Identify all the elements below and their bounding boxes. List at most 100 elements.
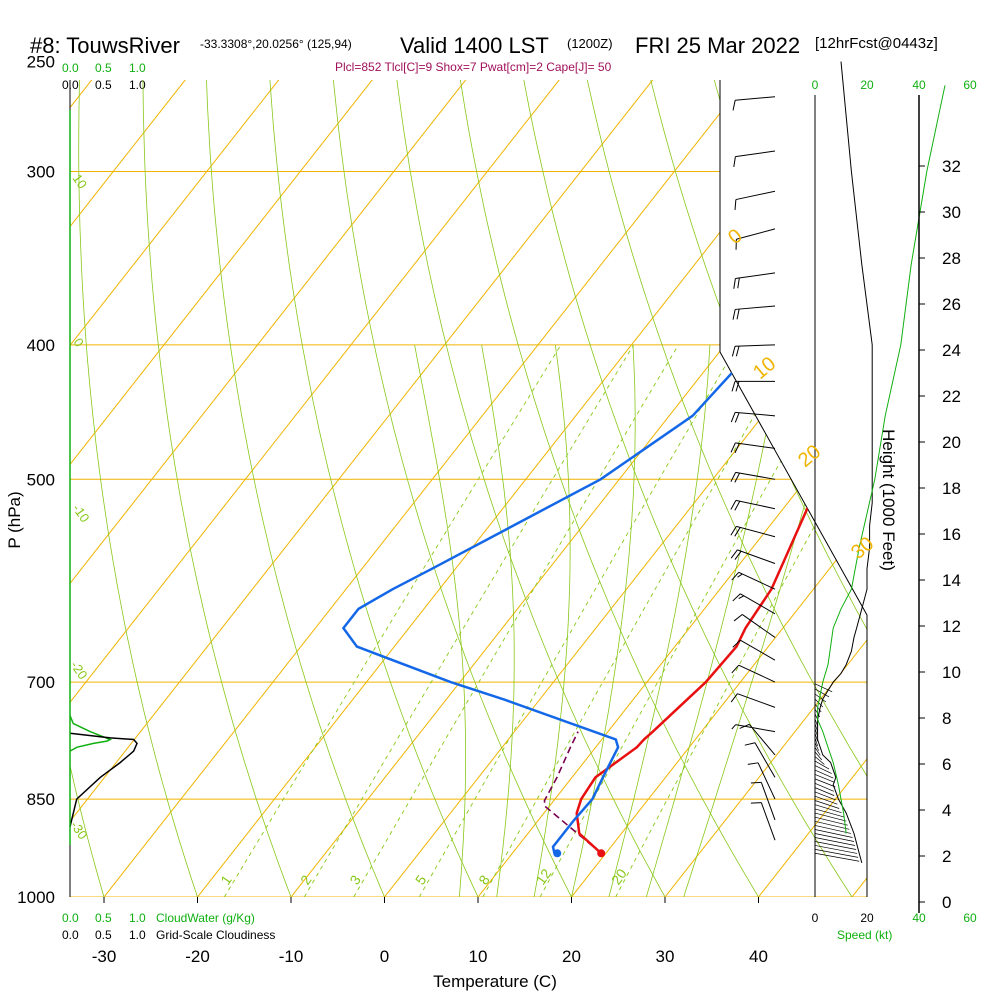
wind-barb-flag xyxy=(734,472,740,483)
wind-barb-flag xyxy=(733,278,736,289)
temp-tick-10: 10 xyxy=(469,947,488,966)
isotherm-line xyxy=(0,62,13,897)
wind-barb-flag xyxy=(734,412,740,423)
wind-barb-staff xyxy=(736,525,776,538)
bot-cw-tick-1: 0.5 xyxy=(95,911,112,925)
wind-barb-flag xyxy=(750,781,762,784)
wind-barb-flag xyxy=(739,723,750,729)
mixing-ratio-label: 5 xyxy=(412,872,430,888)
pressure-tick-1000: 1000 xyxy=(17,888,55,907)
height-tick-10: 10 xyxy=(942,663,961,682)
wind-barb-staff xyxy=(735,499,776,510)
plot-frame xyxy=(719,80,868,897)
wind-hatch xyxy=(814,693,827,703)
temp-tick--30: -30 xyxy=(92,947,117,966)
wind-barb-staff xyxy=(735,150,776,158)
wind-barb-flag xyxy=(734,500,741,511)
wind-barb-flag xyxy=(730,472,737,482)
dry-adiabat-line xyxy=(583,80,867,897)
wind-speed-line xyxy=(817,61,873,864)
bot-speed-tick-1: 20 xyxy=(860,911,874,925)
isotherm-label: 10 xyxy=(749,353,780,384)
wind-hatch xyxy=(814,829,853,838)
wind-speed-scale-top: 0 20 40 60 xyxy=(812,78,977,92)
wind-barb-flag xyxy=(733,156,736,168)
indices-line: Plcl=852 Tlcl[C]=9 Shox=7 Pwat[cm]=2 Cap… xyxy=(335,60,612,74)
station-title: #8: TouwsRiver xyxy=(30,33,180,58)
isotherm-line xyxy=(664,80,867,897)
wind-hatch xyxy=(814,769,834,779)
moist-adiabat-line xyxy=(414,344,466,897)
height-tick-12: 12 xyxy=(942,617,961,636)
surface-dewpoint-marker xyxy=(553,849,562,858)
wind-barb-staff xyxy=(760,802,776,841)
mixing-ratio-line xyxy=(303,344,634,897)
bot-speed-tick-2: 40 xyxy=(912,911,926,925)
height-tick-6: 6 xyxy=(942,755,951,774)
wind-hatch xyxy=(814,849,859,858)
pressure-tick-300: 300 xyxy=(27,162,55,181)
wind-barb-staff xyxy=(735,442,776,449)
height-tick-8: 8 xyxy=(942,709,951,728)
height-tick-14: 14 xyxy=(942,571,961,590)
bot-speed-tick-3: 60 xyxy=(963,911,977,925)
wind-hatch xyxy=(814,812,847,822)
dry-adiabat-line xyxy=(394,80,666,897)
surface-temperature-marker xyxy=(597,849,606,858)
wind-hatch xyxy=(814,782,834,792)
wind-barb-staff xyxy=(735,724,776,733)
height-tick-0: 0 xyxy=(942,893,951,912)
top-speed-tick-3: 60 xyxy=(963,78,977,92)
height-tick-32: 32 xyxy=(942,157,961,176)
pressure-axis-label: P (hPa) xyxy=(5,491,24,548)
dry-adiabat-line xyxy=(457,80,759,897)
station-location: -33.3308°,20.0256° (125,94) xyxy=(200,37,352,51)
height-tick-24: 24 xyxy=(942,341,961,360)
moist-adiabat-line xyxy=(645,344,783,897)
top-cl-tick-1: 0.5 xyxy=(95,78,112,92)
top-cl-tick-0: 0.0 xyxy=(62,78,79,92)
wind-barb-flag xyxy=(732,593,741,602)
cloudiness-line xyxy=(69,732,138,827)
height-tick-4: 4 xyxy=(942,801,951,820)
wind-hatch xyxy=(814,760,830,770)
wind-hatch xyxy=(814,795,838,805)
wind-barb-staff xyxy=(741,614,776,638)
height-tick-22: 22 xyxy=(942,387,961,406)
wind-barb-staff xyxy=(736,228,776,240)
temperature-ticks: -30 -20 -10 0 10 20 30 40 xyxy=(92,897,768,966)
isotherm-line xyxy=(103,80,762,897)
temperature-axis-label: Temperature (C) xyxy=(433,972,557,991)
wind-barb-staff xyxy=(735,272,776,279)
wind-barb-staff xyxy=(735,190,776,201)
isotherm-line xyxy=(70,80,668,897)
temp-tick-40: 40 xyxy=(749,947,768,966)
mixing-ratio-label: 20 xyxy=(608,866,630,888)
wind-hatch xyxy=(814,765,832,774)
wind-barb-flag xyxy=(750,802,762,804)
wind-barb-flag xyxy=(731,381,736,392)
speed-label: Speed (kt) xyxy=(837,928,892,942)
top-cl-tick-2: 1.0 xyxy=(129,78,146,92)
wind-hatch xyxy=(814,816,848,826)
dry-adiabat-line xyxy=(205,80,385,897)
isotherm-line xyxy=(70,80,201,897)
pressure-ticks: 250 300 400 500 700 850 1000 xyxy=(17,53,55,907)
top-cw-tick-0: 0.0 xyxy=(62,61,79,75)
wind-hatch xyxy=(814,756,825,765)
isotherm-line xyxy=(70,80,388,897)
bot-speed-tick-0: 0 xyxy=(812,911,819,925)
wind-barb-staff xyxy=(737,693,776,708)
wind-hatch xyxy=(814,683,833,693)
wind-barb-flag xyxy=(732,100,736,111)
wind-barb-flag xyxy=(730,412,736,423)
height-tick-28: 28 xyxy=(942,249,961,268)
wind-hatch xyxy=(814,837,856,846)
valid-time: Valid 1400 LST xyxy=(400,33,549,58)
wind-barb-flag xyxy=(734,550,742,560)
bot-cw-tick-2: 1.0 xyxy=(129,911,146,925)
mixing-ratio-line xyxy=(482,344,796,897)
wind-barb-flag xyxy=(732,639,741,648)
wind-hatch xyxy=(814,742,819,751)
